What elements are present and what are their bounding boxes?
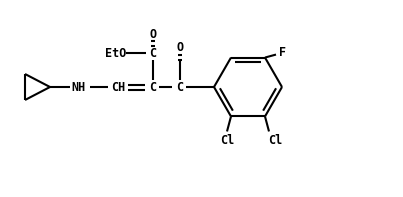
Text: O: O bbox=[177, 41, 183, 54]
Text: NH: NH bbox=[72, 81, 86, 94]
Text: Cl: Cl bbox=[268, 134, 282, 147]
Text: C: C bbox=[150, 81, 156, 94]
Text: CH: CH bbox=[111, 81, 125, 94]
Text: C: C bbox=[177, 81, 183, 94]
Text: EtO: EtO bbox=[105, 46, 127, 59]
Text: Cl: Cl bbox=[220, 134, 234, 147]
Text: F: F bbox=[279, 46, 287, 59]
Text: C: C bbox=[150, 46, 156, 59]
Text: O: O bbox=[150, 28, 156, 41]
